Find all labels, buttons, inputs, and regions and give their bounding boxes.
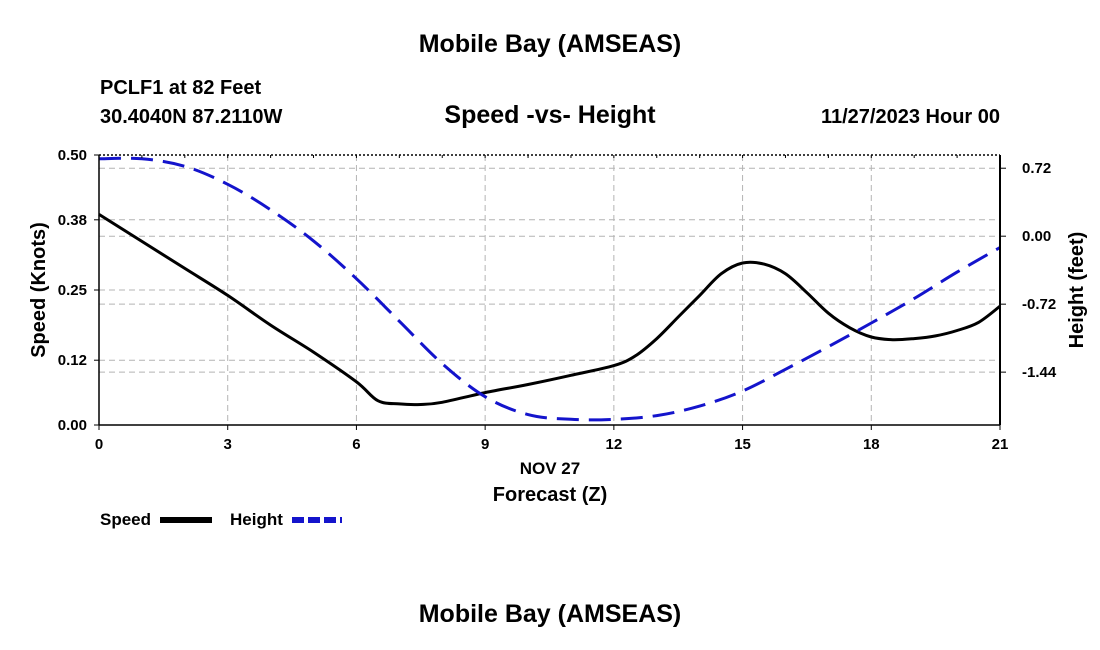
x-tick-label: 12 [606,436,623,453]
y2-axis-title: Height (feet) [1066,232,1088,349]
y-tick-label: 0.25 [58,282,87,299]
bottom-title: Mobile Bay (AMSEAS) [418,600,682,628]
x-axis-title: Forecast (Z) [493,484,607,506]
date-label: 11/27/2023 Hour 00 [820,106,1000,128]
x-tick-label: 21 [992,436,1009,453]
x-tick-label: 15 [734,436,751,453]
main-title: Mobile Bay (AMSEAS) [418,30,682,58]
x-tick-label: 6 [352,436,360,453]
chart-axes [94,154,1006,430]
y-tick-label: 0.38 [58,212,87,229]
chart-title: Speed -vs- Height [444,101,656,129]
series-lines [98,156,1001,422]
coordinates-label: 30.4040N 87.2110W [100,106,283,128]
grid-lines [99,155,1000,425]
y-tick-label: 0.12 [58,352,87,369]
legend-height-label: Height [230,510,283,529]
speed-series-line [98,213,1001,407]
y-axis-title: Speed (Knots) [28,222,50,358]
x-tick-label: 3 [224,436,232,453]
y-tick-label: 0.00 [58,417,87,434]
x-tick-label: 0 [95,436,103,453]
y2-tick-label: 0.00 [1022,228,1051,245]
legend: Speed Height [100,510,342,529]
x-axis-date-label: NOV 27 [520,459,580,478]
x-tick-label: 18 [863,436,880,453]
x-tick-label: 9 [481,436,489,453]
y2-tick-label: 0.72 [1022,160,1051,177]
station-label: PCLF1 at 82 Feet [100,77,262,99]
y2-tick-label: -0.72 [1022,296,1056,313]
y-tick-label: 0.50 [58,147,87,164]
y2-tick-label: -1.44 [1022,364,1057,381]
legend-speed-label: Speed [100,510,151,529]
tick-labels: 0 3 6 9 12 15 18 21 0.00 0.12 0.25 0.38 0.50 0.72 0.00… [58,147,1057,453]
